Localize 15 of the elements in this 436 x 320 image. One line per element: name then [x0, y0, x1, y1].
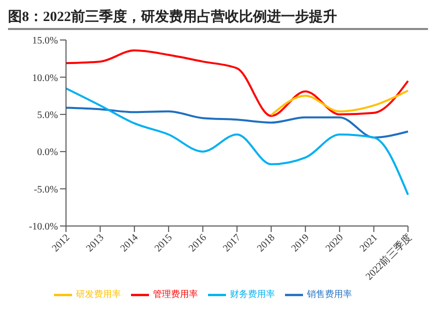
y-tick-label: 10.0% — [32, 72, 58, 84]
y-tick-label: 15.0% — [32, 36, 58, 47]
line-series — [65, 49, 409, 117]
legend-label: 管理费用率 — [153, 289, 198, 300]
y-tick-label: -10.0% — [28, 222, 58, 233]
line-series — [65, 106, 409, 138]
line-series — [65, 87, 409, 196]
y-tick-label: -5.0% — [34, 184, 58, 196]
chart-title: 图8：2022前三季度，研发费用占营收比例进一步提升 — [8, 8, 428, 30]
legend-label: 研发费用率 — [76, 289, 121, 300]
y-tick-label: 0.0% — [37, 147, 58, 158]
y-tick-label: 5.0% — [37, 110, 58, 121]
legend-label: 销售费用率 — [307, 289, 352, 300]
legend-label: 财务费用率 — [230, 289, 275, 300]
line-series — [270, 90, 409, 116]
